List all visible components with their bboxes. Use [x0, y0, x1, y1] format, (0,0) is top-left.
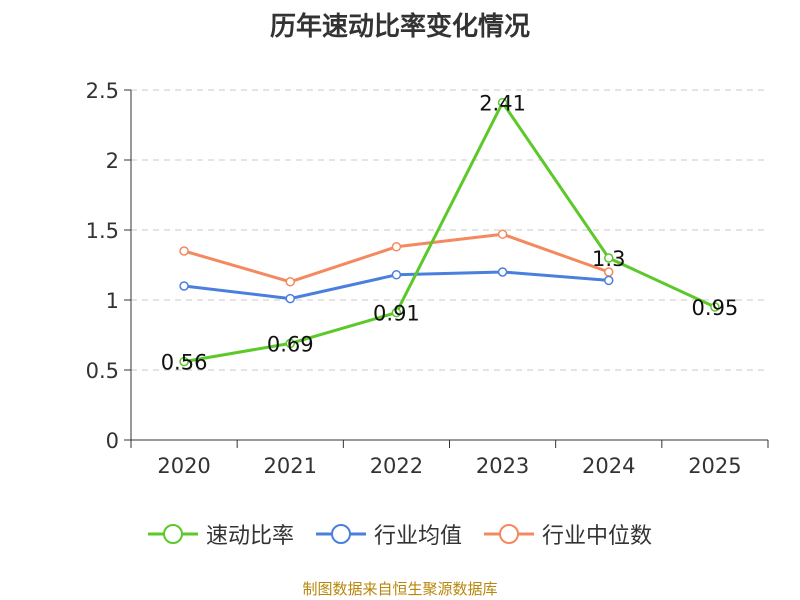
x-tick-label: 2022: [370, 454, 423, 478]
data-labels: 0.56 0.69 0.91 2.41 1.3 0.95: [161, 92, 739, 375]
legend-marker-icon: [147, 524, 198, 544]
data-point: [285, 338, 295, 349]
data-point: [497, 229, 508, 239]
legend-item[interactable]: 速动比率: [147, 518, 294, 550]
axes: 0 0.5 1 1.5 2 2.5 2020 2021 2022 2023 2024 2025: [86, 79, 769, 478]
data-label: 0.69: [267, 332, 314, 356]
data-point: [285, 277, 295, 287]
legend-marker-icon: [315, 524, 366, 544]
data-label: 0.56: [161, 351, 208, 375]
data-point: [710, 302, 720, 312]
x-tick-label: 2020: [157, 454, 210, 478]
data-label: 0.91: [373, 302, 420, 326]
data-point: [391, 270, 402, 280]
y-tick-label: 0: [106, 429, 119, 453]
data-point: [497, 97, 508, 108]
x-tick-label: 2025: [688, 454, 741, 478]
series-line-1: [183, 101, 716, 364]
x-tick-label: 2021: [264, 454, 317, 478]
data-point: [179, 246, 189, 256]
data-point: [179, 281, 189, 291]
source-note: 制图数据来自恒生聚源数据库: [302, 580, 498, 598]
y-tick-label: 2: [106, 149, 119, 173]
data-point: [604, 253, 614, 263]
x-tick-label: 2024: [582, 454, 635, 478]
legend-label: 行业均值: [373, 524, 462, 549]
legend-item[interactable]: 行业中位数: [484, 518, 652, 550]
data-point: [285, 293, 295, 304]
legend-label: 速动比率: [205, 524, 294, 549]
legend-marker-icon: [484, 524, 534, 544]
data-point: [391, 242, 402, 252]
y-tick-label: 2.5: [86, 79, 119, 103]
data-label: 1.3: [592, 247, 625, 271]
data-label: 0.95: [692, 296, 739, 320]
y-tick-label: 0.5: [86, 359, 119, 383]
legend: 速动比率 行业均值 行业中位数: [0, 518, 800, 550]
data-point: [604, 275, 614, 286]
legend-label: 行业中位数: [542, 524, 653, 549]
data-label: 2.41: [479, 92, 526, 116]
x-tick-label: 2023: [476, 454, 529, 478]
grid-lines: [131, 89, 768, 371]
data-point: [497, 267, 508, 277]
chart-title: 历年速动比率变化情况: [269, 12, 530, 42]
data-point: [391, 307, 402, 318]
y-tick-label: 1.5: [86, 219, 119, 243]
legend-item[interactable]: 行业均值: [315, 518, 462, 550]
series-lines: [179, 97, 720, 367]
data-point: [179, 356, 189, 367]
y-tick-label: 1: [106, 289, 119, 313]
